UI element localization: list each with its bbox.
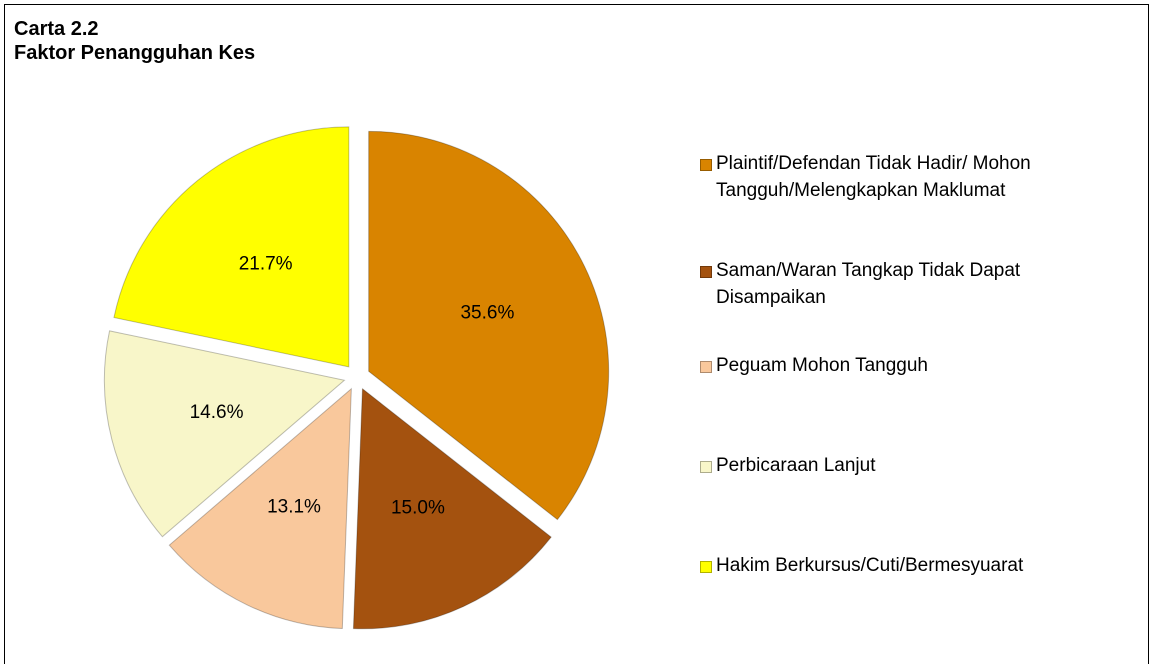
legend-item: Peguam Mohon Tangguh xyxy=(700,352,1120,379)
legend-swatch xyxy=(700,361,712,373)
data-label: 14.6% xyxy=(190,402,244,423)
pie-slice xyxy=(352,387,552,630)
chart-title: Carta 2.2 xyxy=(14,18,99,40)
pie-slice xyxy=(168,387,352,630)
pie-slice xyxy=(103,330,346,538)
legend-item: Hakim Berkursus/Cuti/Bermesyuarat xyxy=(700,552,1120,579)
legend-item: Perbicaraan Lanjut xyxy=(700,452,1120,479)
legend-swatch xyxy=(700,461,712,473)
legend-label: Peguam Mohon Tangguh xyxy=(716,355,928,376)
data-label: 13.1% xyxy=(267,497,321,518)
pie: 35.6% 15.0% 13.1% 14.6% 21.7% xyxy=(103,126,610,630)
legend-item: Saman/Waran Tangkap Tidak Dapat Disampai… xyxy=(700,257,1120,311)
legend-item: Plaintif/Defendan Tidak Hadir/ Mohon Tan… xyxy=(700,150,1120,204)
pie-slice xyxy=(113,126,350,368)
chart-subtitle: Faktor Penangguhan Kes xyxy=(14,42,256,64)
data-label: 21.7% xyxy=(239,253,293,274)
data-label: 15.0% xyxy=(391,498,445,519)
legend-label: Plaintif/Defendan Tidak Hadir/ Mohon Tan… xyxy=(716,153,1031,201)
legend-swatch xyxy=(700,561,712,573)
legend-label: Saman/Waran Tangkap Tidak Dapat Disampai… xyxy=(716,260,1021,308)
chart-frame xyxy=(4,4,1149,664)
legend-label: Perbicaraan Lanjut xyxy=(716,455,876,476)
legend-swatch xyxy=(700,266,712,278)
legend-label: Hakim Berkursus/Cuti/Bermesyuarat xyxy=(716,555,1024,576)
legend-swatch xyxy=(700,159,712,171)
data-label: 35.6% xyxy=(460,303,514,324)
pie-slice xyxy=(368,130,610,521)
